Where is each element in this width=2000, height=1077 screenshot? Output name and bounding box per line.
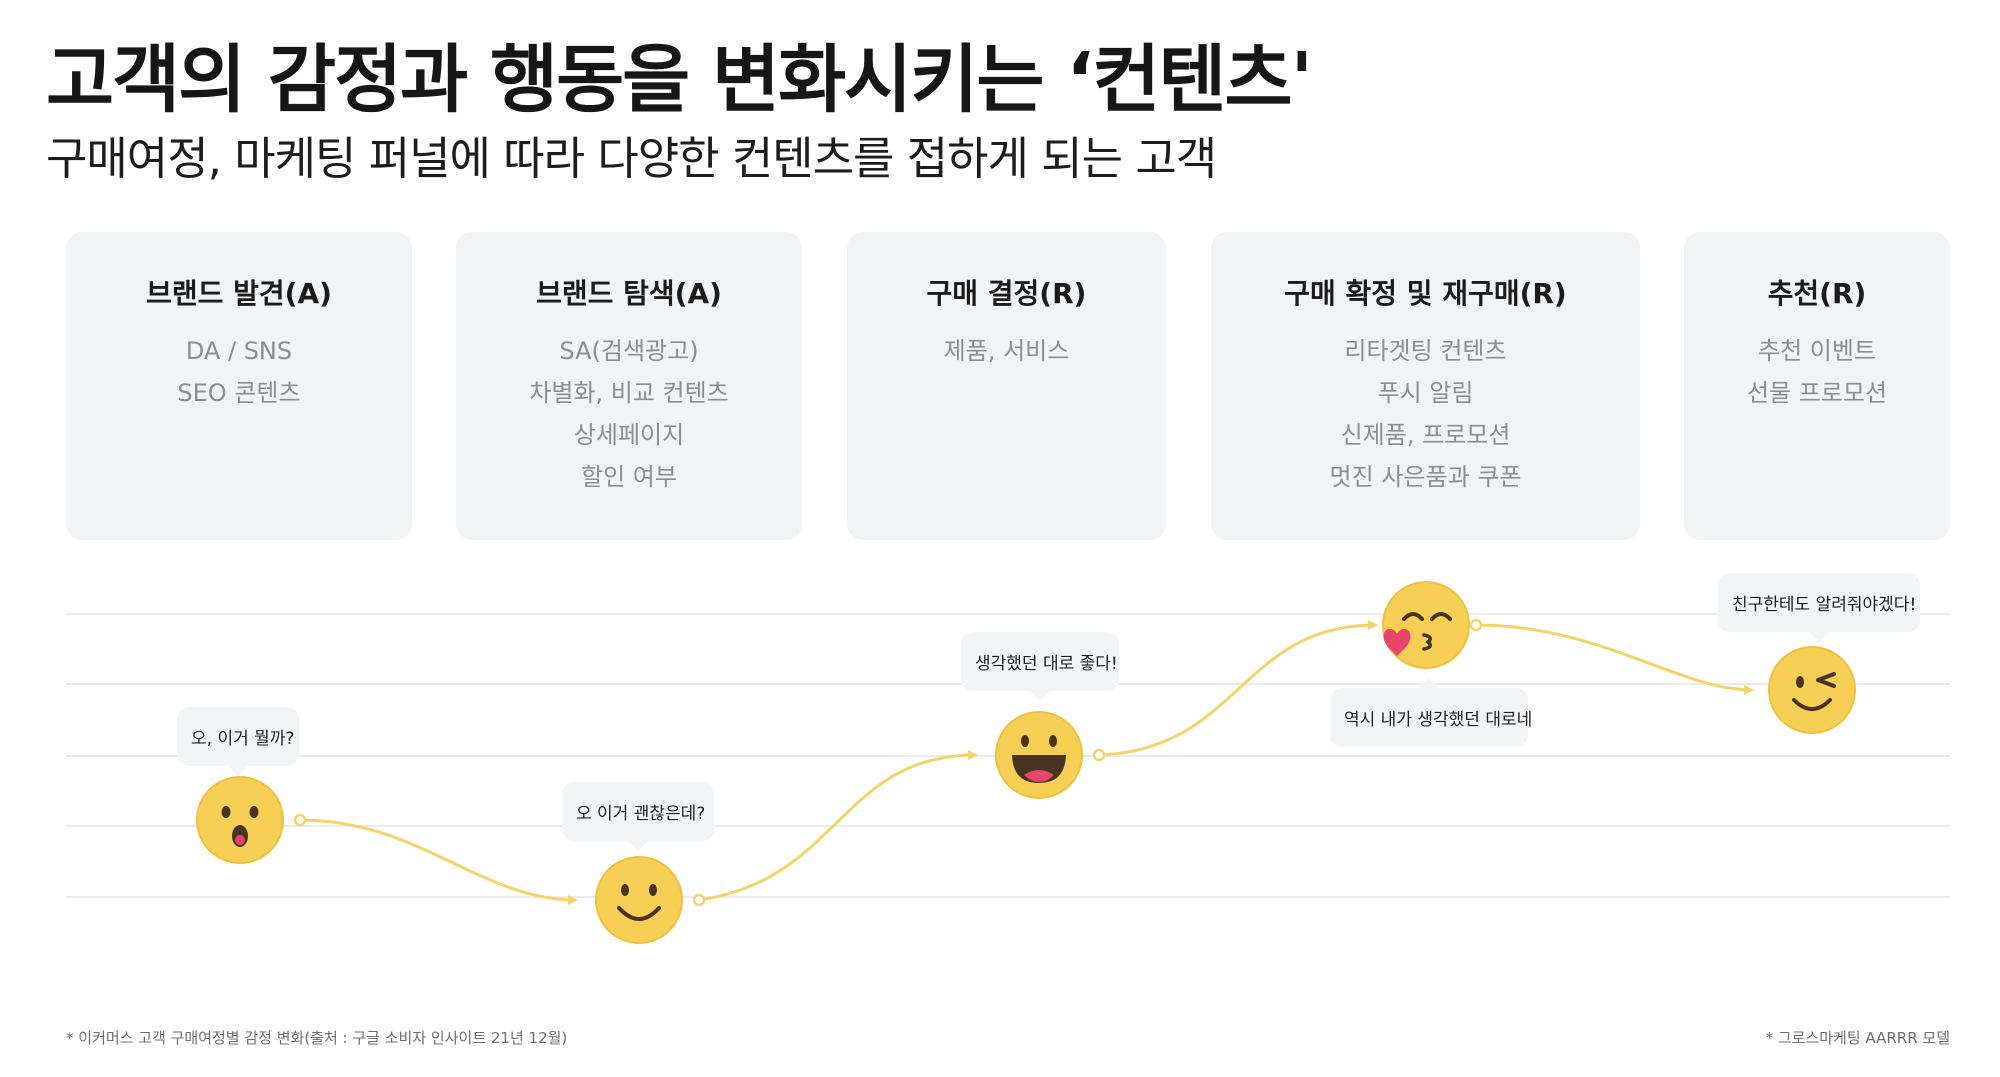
stage-item: 제품, 서비스: [943, 337, 1070, 365]
stage-item: 리타겟팅 컨텐츠: [1344, 337, 1507, 365]
stage-card-referral: 추천(R) 추천 이벤트 선물 프로모션: [1684, 232, 1950, 540]
speech-text: 생각했던 대로 좋다!: [975, 654, 1118, 674]
bubble-tail: [228, 766, 248, 776]
stage-item: 상세페이지: [573, 421, 685, 449]
page-subtitle: 구매여정, 마케팅 퍼널에 따라 다양한 컨텐츠를 접하게 되는 고객: [46, 132, 1217, 185]
stage-card-repurchase: 구매 확정 및 재구매(R) 리타겟팅 컨텐츠 푸시 알림 신제품, 프로모션 …: [1211, 232, 1640, 540]
heart-icon: [1383, 629, 1411, 656]
bubble-tail: [1030, 691, 1050, 701]
kissing-heart-face-icon: [1382, 581, 1470, 669]
speech-bubble-exploration: 오 이거 괜찮은데?: [562, 782, 714, 851]
stage-item: 멋진 사은품과 쿠폰: [1329, 463, 1522, 491]
stage-title: 브랜드 발견(A): [146, 277, 332, 310]
journey-curve-4: [1475, 623, 1754, 695]
stage-item: 할인 여부: [581, 463, 677, 491]
stage-item: SA(검색광고): [559, 337, 699, 365]
speech-text: 친구한테도 알려줘야겠다!: [1732, 595, 1917, 615]
speech-bubble-discovery: 오, 이거 뭘까?: [177, 707, 299, 776]
journey-curve-3: [1098, 620, 1378, 757]
speech-text: 역시 내가 생각했던 대로네: [1344, 710, 1533, 730]
bubble-tail: [628, 841, 648, 851]
speech-bubble-referral: 친구한테도 알려줘야겠다!: [1718, 573, 1920, 642]
journey-curves: [299, 620, 1754, 905]
stage-item: 신제품, 프로모션: [1340, 421, 1511, 449]
winking-face-icon: [1768, 646, 1856, 734]
speech-text: 오 이거 괜찮은데?: [576, 804, 706, 824]
surprised-face-icon: [196, 776, 284, 864]
bubble-tail: [1419, 678, 1439, 688]
curve-start-dot: [1469, 618, 1483, 632]
smiling-face-icon: [595, 856, 683, 944]
stage-item: 선물 프로모션: [1746, 379, 1888, 407]
journey-curve-2: [698, 750, 978, 902]
speech-bubble-repurchase: 역시 내가 생각했던 대로네: [1330, 678, 1532, 747]
curve-start-dot: [293, 813, 307, 827]
stage-item: 푸시 알림: [1377, 379, 1474, 407]
stage-item: DA / SNS: [185, 337, 293, 365]
stage-item: 추천 이벤트: [1757, 337, 1877, 365]
bubble-tail: [1809, 632, 1829, 642]
curve-start-dot: [692, 893, 706, 907]
page-title: 고객의 감정과 행동을 변화시키는 ‘컨텐츠': [46, 37, 1313, 123]
stage-card-exploration: 브랜드 탐색(A) SA(검색광고) 차별화, 비교 컨텐츠 상세페이지 할인 …: [456, 232, 802, 540]
source-footnote: * 이커머스 고객 구매여정별 감정 변화(출처 : 구글 소비자 인사이트 2…: [66, 1029, 568, 1047]
speech-text: 오, 이거 뭘까?: [191, 729, 295, 749]
stage-title: 추천(R): [1767, 277, 1867, 310]
stage-title: 구매 결정(R): [926, 277, 1087, 310]
journey-curve-1: [299, 818, 578, 905]
stage-title: 구매 확정 및 재구매(R): [1284, 277, 1567, 310]
curve-endpoints: [293, 618, 1483, 907]
stage-title: 브랜드 탐색(A): [536, 277, 722, 310]
stage-card-decision: 구매 결정(R) 제품, 서비스: [847, 232, 1166, 540]
stage-item: 차별화, 비교 컨텐츠: [529, 379, 729, 407]
stage-card-discovery: 브랜드 발견(A) DA / SNS SEO 콘텐츠: [66, 232, 412, 540]
curve-start-dot: [1092, 748, 1106, 762]
stage-item: SEO 콘텐츠: [177, 379, 301, 407]
speech-bubble-decision: 생각했던 대로 좋다!: [961, 632, 1119, 701]
grinning-face-icon: [995, 711, 1083, 799]
model-footnote: * 그로스마케팅 AARRR 모델: [1765, 1029, 1950, 1047]
